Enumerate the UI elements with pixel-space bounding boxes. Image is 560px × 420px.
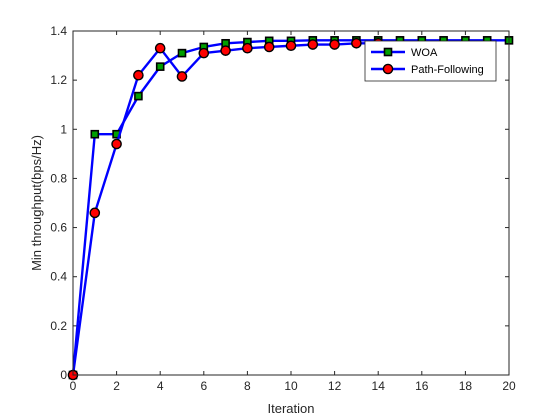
x-axis-label: Iteration [268,401,315,416]
y-tick-label: 0.4 [50,270,67,284]
legend-box [364,40,497,82]
y-tick-label: 0.2 [50,319,67,333]
legend-label-path-following: Path-Following [411,64,484,76]
legend-marker-woa [383,47,393,57]
axes: 0 2 4 6 8 10 12 14 16 18 20 0 0.2 0.4 0.6 0.8 1 1.2 1.4 [50,24,516,393]
data-point-path-following [176,71,188,82]
data-point-path-following [220,45,231,56]
plot-frame [72,30,510,376]
x-tick-label: 18 [459,379,473,393]
y-axis-label: Min throughput(bps/Hz) [29,135,44,271]
x-tick-label: 10 [284,379,298,393]
data-point-path-following [263,41,275,53]
data-point-path-following [329,39,340,50]
y-tick-label: 0.6 [50,221,67,235]
x-tick-label: 0 [70,379,77,393]
data-point-woa [134,91,143,101]
data-point-path-following [154,42,166,54]
y-tick-label: 0 [60,368,67,382]
data-point-path-following [242,42,253,54]
data-point-path-following [198,47,210,59]
x-tick-label: 16 [415,379,429,393]
data-point-woa [155,62,165,71]
x-tick-label: 8 [244,379,251,393]
legend-marker-path-following [382,63,394,75]
x-tick-label: 6 [200,379,207,393]
x-tick-label: 2 [113,379,120,393]
data-point-path-following [133,69,144,81]
x-tick-label: 12 [328,379,342,393]
y-tick-label: 1 [60,122,67,136]
data-point-path-following [307,39,319,50]
y-tick-label: 0.8 [50,171,67,185]
plot-area [73,31,509,375]
data-point-woa [177,48,187,58]
legend: WOA Path-Following [364,40,497,82]
data-point-path-following [351,37,362,49]
data-point-path-following [111,138,122,150]
y-tick-label: 1.2 [50,73,67,87]
data-point-path-following [89,207,101,219]
x-tick-label: 14 [372,379,386,393]
series-layer [67,36,514,381]
y-tick-label: 1.4 [50,24,67,38]
data-point-woa [90,129,100,139]
x-tick-label: 20 [502,379,516,393]
data-point-path-following [285,40,297,52]
legend-label-woa: WOA [411,47,438,59]
x-tick-label: 4 [157,379,164,393]
